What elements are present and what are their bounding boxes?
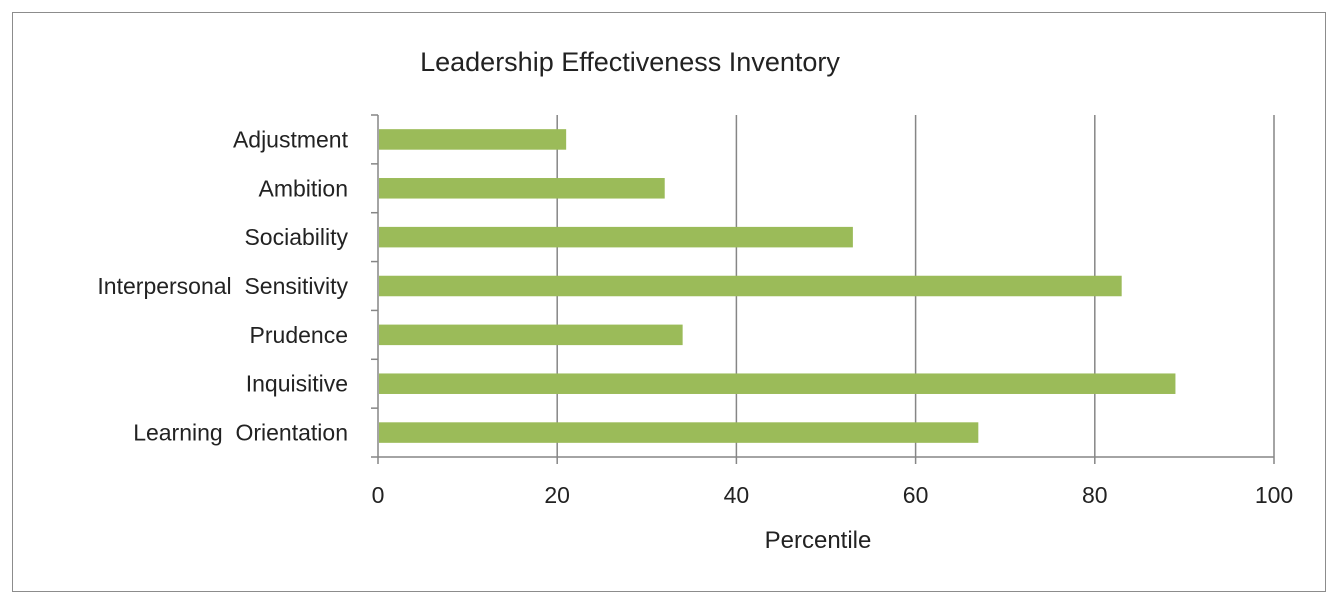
bar	[379, 178, 665, 199]
bar	[379, 226, 853, 248]
category-label: Sociability	[244, 224, 348, 250]
chart-title: Leadership Effectiveness Inventory	[420, 47, 840, 77]
category-label: Adjustment	[233, 126, 349, 152]
x-tick-label: 100	[1255, 482, 1293, 508]
bar	[379, 324, 683, 346]
bar	[379, 373, 1176, 394]
x-tick-label: 20	[544, 482, 570, 508]
x-tick-label: 40	[724, 482, 750, 508]
x-tick-labels: 0 20 40 60 80 100	[372, 482, 1294, 508]
bars	[379, 129, 1176, 443]
x-tick-label: 60	[903, 482, 929, 508]
x-tick-label: 80	[1082, 482, 1108, 508]
category-label: Ambition	[259, 175, 348, 201]
category-label: Interpersonal Sensitivity	[97, 273, 348, 299]
bar	[379, 275, 1122, 297]
category-label: Prudence	[250, 322, 348, 348]
x-axis-label: Percentile	[765, 527, 872, 554]
category-label: Learning Orientation	[133, 420, 348, 446]
bar	[379, 422, 979, 443]
chart-frame	[12, 12, 1326, 592]
category-labels: Adjustment Ambition Sociability Interperson…	[97, 126, 348, 445]
bar	[379, 129, 567, 150]
axes	[371, 114, 1275, 464]
category-label: Inquisitive	[246, 371, 348, 397]
x-tick-label: 0	[372, 482, 385, 508]
